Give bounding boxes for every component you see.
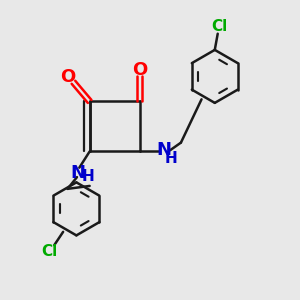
Text: N: N [157,141,172,159]
Text: Cl: Cl [211,19,227,34]
Text: O: O [132,61,147,79]
Text: Cl: Cl [41,244,57,259]
Text: H: H [165,151,178,166]
Text: N: N [70,164,86,182]
Text: H: H [82,169,94,184]
Text: O: O [61,68,76,86]
